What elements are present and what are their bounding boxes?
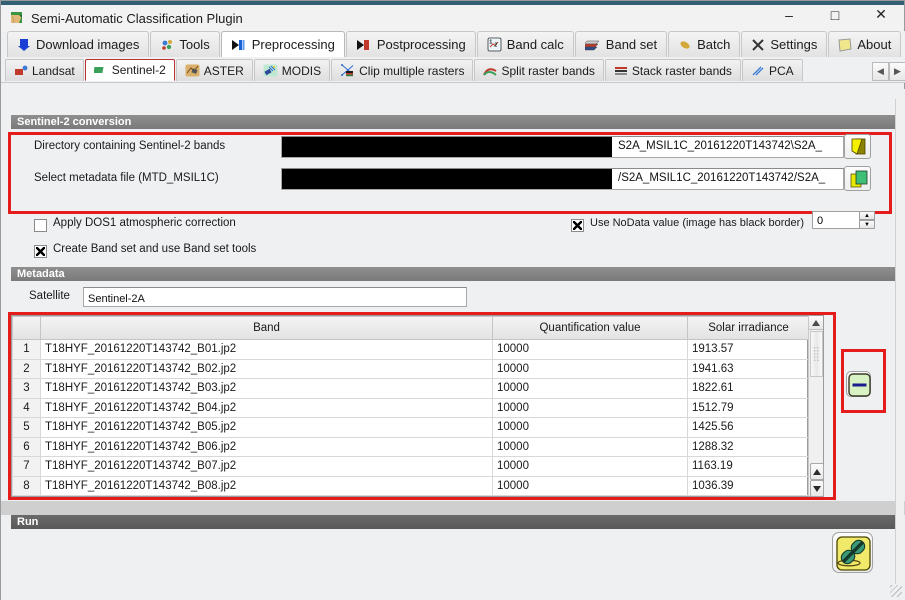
svg-text:2: 2 bbox=[494, 43, 497, 49]
svg-text:1: 1 bbox=[489, 40, 492, 46]
